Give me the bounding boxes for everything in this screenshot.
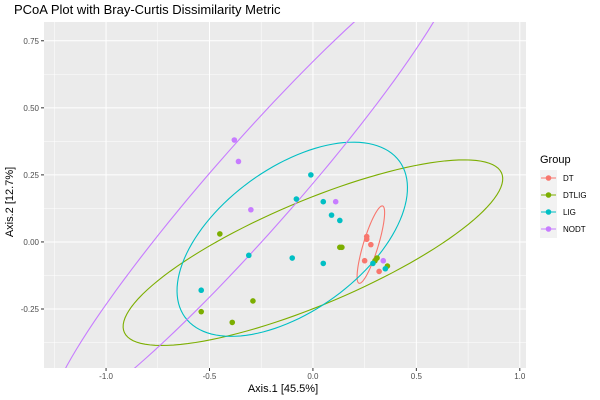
point-nodt xyxy=(248,206,254,213)
x-tick-label: 0.5 xyxy=(411,372,423,381)
ellipse-dt xyxy=(356,205,386,284)
legend-key-point xyxy=(545,175,552,181)
points xyxy=(198,137,391,326)
x-tick-label: 1.0 xyxy=(514,372,526,381)
point-dtlig xyxy=(339,244,345,251)
point-lig xyxy=(293,196,300,202)
legend-key-point xyxy=(545,192,552,198)
y-tick-label: 0.00 xyxy=(23,238,39,247)
point-lig xyxy=(382,265,389,272)
y-tick-label: -0.25 xyxy=(21,305,40,314)
point-lig xyxy=(308,172,314,178)
point-dt xyxy=(361,257,368,264)
point-dt xyxy=(368,241,374,248)
point-lig xyxy=(245,252,252,259)
x-tick-label: 0.0 xyxy=(307,372,319,381)
point-lig xyxy=(320,260,327,267)
ellipse-lig xyxy=(176,141,409,337)
chart-title: PCoA Plot with Bray-Curtis Dissimilarity… xyxy=(14,2,281,17)
legend-label-dt: DT xyxy=(563,174,574,183)
point-lig xyxy=(320,198,327,205)
y-tick-label: 0.75 xyxy=(23,37,39,46)
point-dtlig xyxy=(217,231,223,237)
y-axis-title: Axis.2 [12.7%] xyxy=(4,167,16,237)
ellipses xyxy=(65,22,504,368)
point-nodt xyxy=(332,198,339,205)
point-lig xyxy=(198,287,205,294)
ellipse-dtlig xyxy=(122,159,504,347)
y-tick-label: 0.25 xyxy=(23,171,39,180)
point-dtlig xyxy=(198,308,205,315)
x-axis-title: Axis.1 [45.5%] xyxy=(248,383,318,395)
plot-panel xyxy=(44,22,526,368)
legend-key-point xyxy=(545,226,552,232)
y-tick-label: 0.50 xyxy=(23,104,39,113)
panel-background xyxy=(44,22,526,368)
point-nodt xyxy=(235,158,242,165)
point-lig xyxy=(370,260,376,267)
point-lig xyxy=(328,212,335,218)
legend: Group DT DTLIG LIG NODT xyxy=(540,154,587,238)
legend-key-point xyxy=(545,209,552,215)
x-axis: -1.0 -0.5 0.0 0.5 1.0 xyxy=(99,368,526,381)
legend-label-nodt: NODT xyxy=(563,225,586,234)
point-dt xyxy=(363,236,370,243)
point-dtlig xyxy=(374,255,380,261)
legend-title: Group xyxy=(540,154,571,166)
point-dtlig xyxy=(229,319,236,326)
legend-label-dtlig: DTLIG xyxy=(563,191,587,200)
ellipse-nodt xyxy=(65,22,435,368)
point-nodt xyxy=(380,257,387,264)
y-axis: -0.25 0.00 0.25 0.50 0.75 xyxy=(21,37,44,314)
point-lig xyxy=(337,217,343,224)
point-dtlig xyxy=(250,298,256,304)
point-nodt xyxy=(231,137,238,143)
point-dt xyxy=(376,268,382,275)
point-lig xyxy=(289,255,296,261)
x-tick-label: -1.0 xyxy=(99,372,113,381)
x-tick-label: -0.5 xyxy=(203,372,217,381)
legend-label-lig: LIG xyxy=(563,208,576,217)
